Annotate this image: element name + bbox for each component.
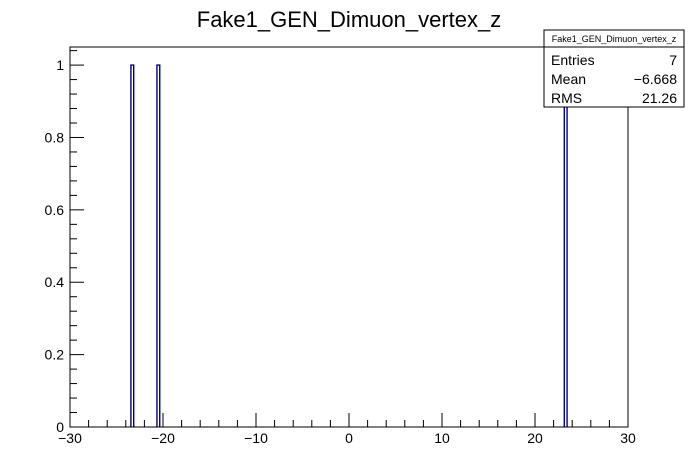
stats-box-title: Fake1_GEN_Dimuon_vertex_z — [552, 34, 677, 44]
stats-rms-label: RMS — [551, 90, 582, 106]
x-tick-label: 10 — [434, 430, 450, 446]
x-tick-label: −10 — [244, 430, 268, 446]
y-axis: 0 0.2 0.4 0.6 0.8 1 — [45, 50, 84, 435]
y-tick-label: 0.4 — [45, 274, 65, 290]
stats-box: Fake1_GEN_Dimuon_vertex_z Entries 7 Mean… — [543, 29, 685, 108]
stats-mean-value: −6.668 — [634, 71, 677, 87]
x-tick-label: −20 — [151, 430, 175, 446]
y-tick-label: 0 — [56, 419, 64, 435]
histogram-bar-2 — [563, 64, 568, 427]
x-tick-label: −30 — [58, 430, 82, 446]
x-axis: −30 −20 −10 0 10 20 30 — [58, 413, 636, 446]
stats-mean-label: Mean — [551, 71, 586, 87]
y-tick-label: 0.6 — [45, 202, 65, 218]
histogram-bars — [130, 64, 568, 427]
histogram-bar-0 — [130, 64, 135, 427]
y-tick-label: 0.2 — [45, 347, 65, 363]
x-tick-label: 0 — [345, 430, 353, 446]
y-tick-label: 1 — [56, 57, 64, 73]
stats-entries-label: Entries — [551, 52, 595, 68]
chart-title: Fake1_GEN_Dimuon_vertex_z — [197, 7, 501, 32]
x-tick-label: 30 — [620, 430, 636, 446]
stats-entries-value: 7 — [669, 52, 677, 68]
x-tick-label: 20 — [527, 430, 543, 446]
histogram-bar-1 — [156, 64, 161, 427]
y-tick-label: 0.8 — [45, 129, 65, 145]
stats-box-frame — [543, 29, 685, 108]
stats-rms-value: 21.26 — [642, 90, 677, 106]
